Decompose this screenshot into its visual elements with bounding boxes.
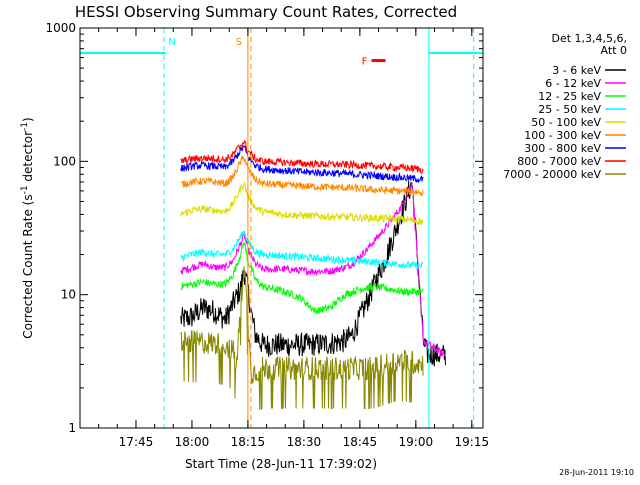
y-tick-label: 1	[68, 421, 76, 435]
legend-label-12-25-kev: 12 - 25 keV	[538, 90, 601, 103]
y-axis-label-sup-2: -1	[20, 122, 30, 131]
legend-label-25-50-kev: 25 - 50 keV	[538, 103, 601, 116]
legend-label-7000-20000-kev: 7000 - 20000 keV	[503, 168, 601, 181]
series-line-12-25-kev	[180, 242, 424, 315]
legend-label-300-800-kev: 300 - 800 keV	[524, 142, 601, 155]
series-line-3-6-kev	[180, 181, 446, 367]
marker-label-s: S	[236, 37, 242, 48]
series-line-7000-20000-kev	[180, 266, 424, 410]
series-line-6-12-kev	[180, 182, 446, 357]
marker-label-f: F	[362, 57, 368, 68]
chart-title: HESSI Observing Summary Count Rates, Cor…	[75, 3, 457, 21]
x-axis-label: Start Time (28-Jun-11 17:39:02)	[185, 457, 377, 471]
x-tick-label: 17:45	[119, 435, 154, 449]
legend-label-50-100-kev: 50 - 100 keV	[531, 116, 601, 129]
y-axis-label: Corrected Count Rate (s-1 detector-1)	[20, 117, 35, 338]
legend-label-6-12-kev: 6 - 12 keV	[545, 77, 601, 90]
series-line-50-100-kev	[180, 182, 424, 226]
plot-frame	[79, 27, 484, 429]
x-tick-label: 18:15	[231, 435, 266, 449]
y-axis-label-sup-1: -1	[20, 185, 30, 194]
y-axis-label-end: )	[21, 117, 35, 122]
y-tick-label: 100	[53, 154, 76, 168]
legend-label-800-7000-kev: 800 - 7000 keV	[517, 155, 601, 168]
marker-label-n: N	[168, 37, 175, 48]
x-tick-label: 18:30	[287, 435, 322, 449]
timestamp: 28-Jun-2011 19:10	[559, 468, 634, 477]
series-line-100-300-kev	[180, 155, 424, 197]
axis-layer: 17:45 18:00 18:15 18:30 18:45 19:00 19:15 1 10 10…	[45, 21, 489, 449]
y-tick-label: 1000	[45, 21, 76, 35]
legend-header-1: Det 1,3,4,5,6,	[551, 32, 627, 45]
series-line-300-800-kev	[180, 145, 424, 184]
y-axis-label-mid: detector	[21, 131, 35, 186]
x-tick-label: 19:00	[399, 435, 434, 449]
series-line-25-50-kev	[180, 231, 424, 271]
series-layer	[180, 139, 446, 410]
x-tick-label: 18:00	[175, 435, 210, 449]
x-tick-label: 18:45	[343, 435, 378, 449]
legend-label-100-300-kev: 100 - 300 keV	[524, 129, 601, 142]
x-tick-label: 19:15	[455, 435, 490, 449]
y-tick-label: 10	[61, 288, 76, 302]
marker-layer: N S F	[80, 28, 483, 428]
legend-label-3-6-kev: 3 - 6 keV	[552, 64, 601, 77]
y-axis-label-main: Corrected Count Rate (s	[21, 194, 35, 338]
legend-header-2: Att 0	[601, 44, 627, 57]
series-line-800-7000-kev	[180, 139, 424, 174]
